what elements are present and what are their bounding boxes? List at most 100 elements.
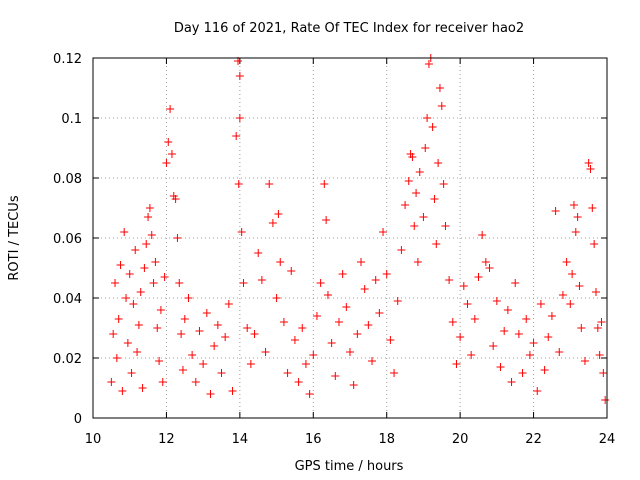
data-point-marker: [199, 360, 208, 368]
data-point-marker: [441, 222, 450, 230]
x-tick-labels: 10 12 14 16 18 20 22 24: [85, 432, 616, 447]
data-point-marker: [243, 324, 252, 332]
data-point-marker: [419, 213, 428, 221]
data-point-marker: [415, 168, 424, 176]
data-point-marker: [127, 369, 136, 377]
data-point-marker: [294, 378, 303, 386]
data-point-marker: [133, 348, 142, 356]
data-point-marker: [136, 288, 145, 296]
data-point-marker: [566, 300, 575, 308]
data-point-marker: [346, 348, 354, 356]
data-point-marker: [283, 369, 292, 377]
data-point-marker: [257, 276, 266, 284]
data-point-marker: [445, 276, 454, 284]
data-point-marker: [371, 276, 380, 284]
data-point-marker: [434, 159, 443, 167]
data-point-marker: [514, 330, 523, 338]
data-point-marker: [474, 273, 483, 281]
data-point-marker: [175, 279, 184, 287]
data-point-marker: [379, 228, 388, 236]
x-tick-label: 22: [525, 432, 542, 447]
data-point-marker: [131, 246, 140, 254]
data-point-marker: [279, 318, 288, 326]
data-point-marker: [221, 333, 230, 341]
data-point-marker: [424, 60, 433, 68]
plot-frame: [92, 57, 608, 419]
data-point-marker: [167, 150, 176, 158]
data-point-marker: [142, 240, 151, 248]
data-point-marker: [439, 180, 448, 188]
data-point-marker: [456, 333, 465, 341]
data-point-marker: [191, 378, 200, 386]
data-point-marker: [274, 210, 283, 218]
data-point-marker: [364, 321, 373, 329]
data-point-marker: [518, 369, 527, 377]
data-point-marker: [478, 231, 487, 239]
data-point-marker: [111, 279, 120, 287]
data-point-marker: [401, 201, 410, 209]
data-point-marker: [595, 351, 604, 359]
data-point-marker: [112, 354, 121, 362]
data-point-marker: [577, 324, 586, 332]
data-point-marker: [298, 324, 307, 332]
data-point-marker: [525, 351, 534, 359]
data-point-marker: [428, 123, 437, 131]
x-tick-label: 24: [599, 432, 616, 447]
data-point-marker: [276, 258, 285, 266]
data-point-marker: [228, 387, 237, 395]
data-point-marker: [448, 318, 457, 326]
data-point-marker: [109, 330, 118, 338]
data-point-marker: [250, 330, 259, 338]
data-point-marker: [202, 309, 211, 317]
data-point-marker: [522, 315, 531, 323]
data-point-marker: [580, 357, 589, 365]
data-point-marker: [272, 294, 281, 302]
data-point-marker: [432, 240, 441, 248]
data-point-marker: [421, 144, 430, 152]
data-point-marker: [323, 291, 332, 299]
data-point-marker: [467, 351, 476, 359]
data-point-marker: [470, 315, 479, 323]
data-point-marker: [316, 279, 325, 287]
data-point-marker: [413, 258, 422, 266]
data-point-marker: [586, 165, 595, 173]
data-point-marker: [118, 387, 127, 395]
data-point-marker: [529, 339, 538, 347]
data-point-marker: [500, 327, 509, 335]
data-point-marker: [408, 153, 417, 161]
data-point-marker: [540, 366, 549, 374]
data-point-marker: [492, 297, 501, 305]
data-point-marker: [397, 246, 406, 254]
data-point-marker: [140, 264, 149, 272]
data-point-marker: [591, 288, 600, 296]
data-point-marker: [217, 369, 226, 377]
data-point-marker: [390, 369, 399, 377]
y-tick-label: 0.08: [53, 172, 82, 187]
data-point-marker: [459, 282, 468, 290]
data-point-marker: [305, 390, 314, 398]
data-point-marker: [158, 378, 167, 386]
data-point-marker: [237, 228, 246, 236]
data-point-marker: [437, 102, 446, 110]
data-point-marker: [184, 294, 193, 302]
data-point-marker: [338, 270, 347, 278]
data-point-marker: [430, 195, 439, 203]
data-point-marker: [360, 285, 369, 293]
data-point-marker: [507, 378, 516, 386]
data-point-marker: [410, 222, 419, 230]
data-point-marker: [573, 213, 582, 221]
data-point-marker: [489, 342, 498, 350]
y-tick-label: 0.12: [53, 52, 82, 67]
data-point-marker: [555, 348, 564, 356]
y-tick-label: 0: [74, 412, 82, 427]
data-point-marker: [375, 309, 384, 317]
data-point-marker: [590, 240, 599, 248]
y-tick-label: 0.02: [53, 352, 82, 367]
data-point-marker: [544, 333, 553, 341]
data-point-marker: [423, 114, 432, 122]
data-point-marker: [213, 321, 222, 329]
data-point-marker: [601, 396, 610, 404]
data-point-marker: [404, 177, 413, 185]
data-point-marker: [232, 132, 241, 140]
data-point-marker: [235, 114, 244, 122]
